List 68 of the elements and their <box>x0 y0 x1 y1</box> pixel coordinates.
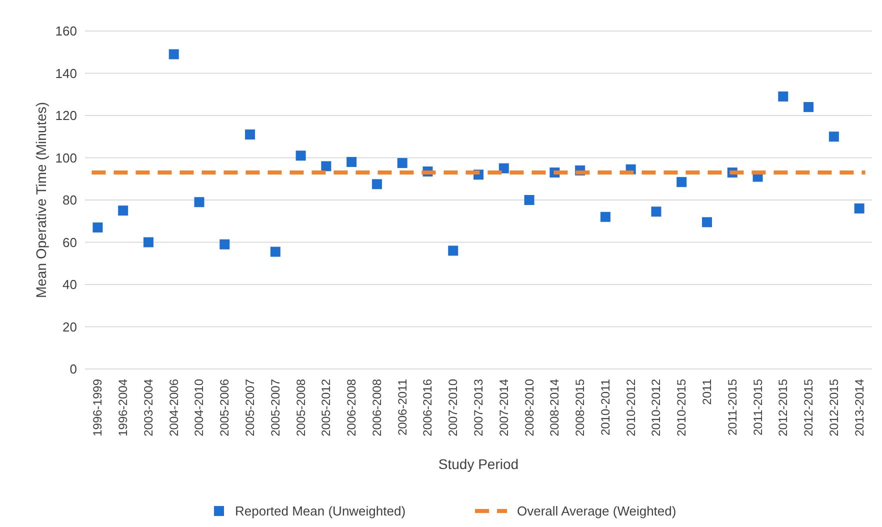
x-tick-label: 2006-2011 <box>395 378 410 436</box>
x-tick-label: 2008-2014 <box>548 378 562 436</box>
x-tick-label: 2007-2013 <box>472 378 486 436</box>
x-tick-label: 2005-2008 <box>294 378 308 436</box>
x-tick-label: 2005-2007 <box>268 378 282 436</box>
point <box>397 158 408 168</box>
x-tick-label: 2007-2014 <box>496 378 511 436</box>
point <box>600 212 610 222</box>
x-tick-label: 2011 <box>700 378 714 405</box>
point <box>778 91 788 102</box>
y-tick-label: 40 <box>62 277 77 292</box>
x-tick-label: 2013-2014 <box>852 378 866 436</box>
x-tick-label: 2012-2015 <box>826 378 841 436</box>
point <box>194 197 204 208</box>
x-tick-label: 2008-2010 <box>522 378 536 436</box>
y-tick-label: 60 <box>62 234 77 250</box>
point <box>296 150 306 161</box>
point <box>220 239 230 250</box>
point <box>854 203 864 214</box>
point <box>321 161 332 172</box>
y-tick-label: 120 <box>55 108 77 124</box>
x-tick-label: 2006-2008 <box>344 378 359 436</box>
point <box>676 177 687 188</box>
point <box>118 206 128 216</box>
x-tick-label: 2005-2012 <box>319 378 334 436</box>
x-tick-label: 2006-2008 <box>370 378 384 436</box>
x-tick-label: 2012-2015 <box>802 378 816 436</box>
x-tick-label: 2010-2011 <box>598 378 612 436</box>
legend-label: Reported Mean (Unweighted) <box>235 504 406 519</box>
x-axis-title: Study Period <box>438 456 519 472</box>
x-tick-label: 2010-2015 <box>674 378 689 436</box>
point <box>92 222 103 232</box>
y-tick-label: 20 <box>62 319 77 334</box>
x-tick-label: 2010-2012 <box>624 378 638 436</box>
x-tick-label: 2012-2015 <box>776 378 790 436</box>
point <box>804 102 814 112</box>
x-tick-label: 2007-2010 <box>446 378 460 436</box>
y-tick-label: 100 <box>55 150 77 166</box>
y-tick-label: 0 <box>70 362 77 377</box>
point <box>828 132 839 142</box>
point <box>651 206 662 217</box>
x-tick-label: 1996-2004 <box>116 378 130 436</box>
x-tick-label: 2003-2004 <box>141 378 156 436</box>
y-tick-label: 160 <box>55 24 77 39</box>
legend-label: Overall Average (Weighted) <box>517 504 676 519</box>
x-tick-label: 2008-2015 <box>573 378 588 436</box>
point <box>270 246 280 257</box>
x-tick-label: 1996-1999 <box>90 378 105 436</box>
point <box>702 217 712 228</box>
point <box>346 156 357 167</box>
point <box>448 246 458 256</box>
x-tick-label: 2011-2015 <box>725 378 740 436</box>
x-tick-label: 2006-2016 <box>420 378 435 436</box>
point <box>372 179 382 190</box>
x-tick-label: 2005-2007 <box>243 378 258 436</box>
x-tick-label: 2004-2006 <box>166 378 181 436</box>
point <box>143 237 154 248</box>
point <box>498 163 509 174</box>
x-tick-label: 2004-2010 <box>192 378 206 436</box>
x-tick-label: 2005-2006 <box>218 378 232 436</box>
y-axis-title: Mean Operative Time (Minutes) <box>33 102 49 298</box>
x-tick-label: 2010-2012 <box>649 378 664 436</box>
point <box>524 195 534 205</box>
point <box>245 130 256 140</box>
y-tick-label: 140 <box>55 66 77 81</box>
point <box>168 49 179 60</box>
y-tick-label: 80 <box>62 192 77 208</box>
x-tick-label: 2011-2015 <box>750 378 765 436</box>
